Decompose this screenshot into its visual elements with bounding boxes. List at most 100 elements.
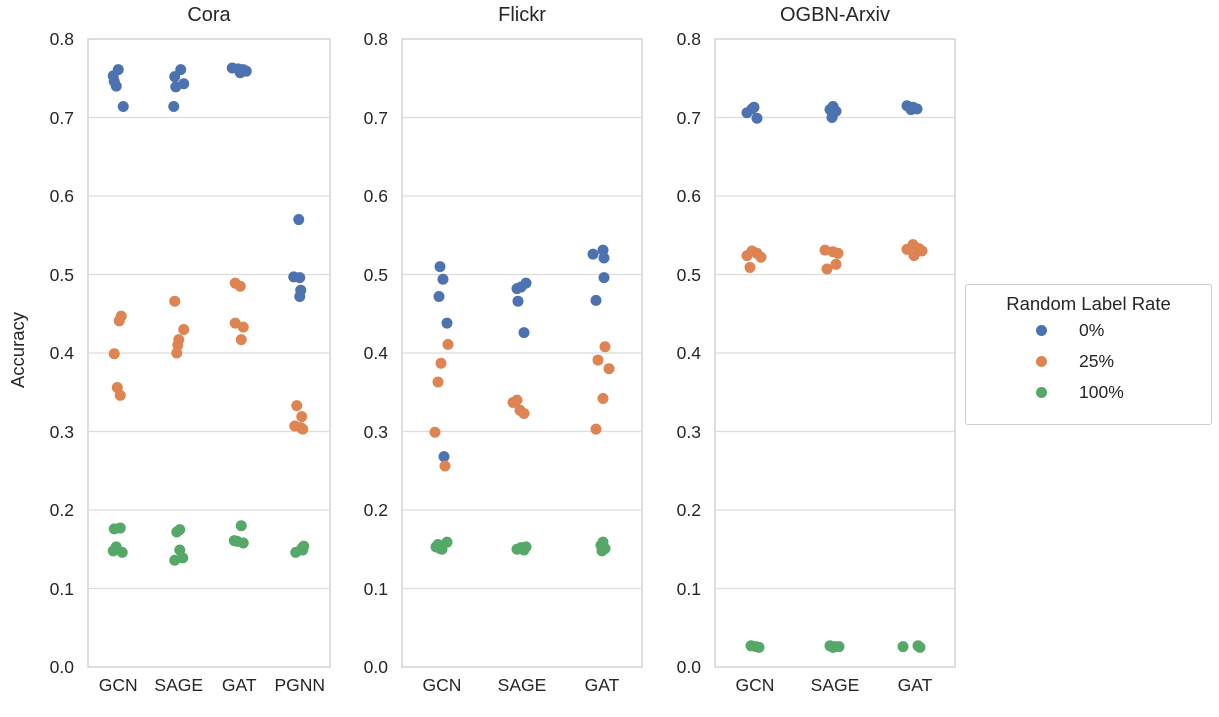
panel-title: Cora [187,4,231,26]
data-point [107,545,119,557]
x-tick-label: SAGE [810,675,860,695]
data-point [437,273,449,285]
y-tick-label: 0.7 [676,107,701,128]
data-point [596,545,608,557]
legend-marker-icon [1036,325,1047,336]
data-point [905,104,917,116]
y-tick-label: 0.0 [49,657,74,677]
data-point [432,376,444,388]
y-tick-label: 0.2 [676,500,701,520]
data-point [434,261,446,273]
data-point [518,544,530,556]
data-point [832,247,844,259]
x-tick-label: SAGE [154,675,204,695]
data-point [178,323,190,335]
legend-entry-label: 0% [1079,320,1105,340]
legend: Random Label Rate 0% 25% 100% [965,284,1212,425]
y-tick-label: 0.1 [363,578,388,599]
data-point [830,258,842,270]
legend-entry: 0% [966,315,1211,346]
y-tick-label: 0.2 [363,500,388,520]
data-point [169,554,181,566]
data-point [914,641,926,653]
x-tick-label: PGNN [274,675,326,695]
data-point [429,426,441,438]
data-point [518,327,530,339]
y-tick-label: 0.3 [363,421,388,442]
data-point [293,214,305,226]
y-tick-label: 0.6 [49,186,74,206]
y-tick-label: 0.3 [49,421,74,442]
data-point [741,107,753,119]
data-point [603,363,615,375]
y-tick-label: 0.4 [49,343,74,363]
data-point [587,248,599,260]
y-tick-label: 0.2 [49,500,74,520]
legend-entry-label: 100% [1079,382,1124,402]
data-point [235,520,247,532]
y-tick-label: 0.4 [363,343,388,363]
data-point [511,283,523,295]
x-tick-label: GAT [221,675,257,695]
data-point [117,101,129,113]
data-point [821,263,833,275]
data-point [291,400,303,412]
data-point [234,280,246,292]
y-tick-label: 0.8 [49,29,74,49]
data-point [590,294,602,306]
legend-marker-icon [1036,356,1047,367]
data-point [512,295,524,307]
data-point [170,81,182,93]
data-point [753,641,765,653]
data-point [108,348,120,360]
data-point [744,261,756,273]
data-point [908,250,920,262]
data-point [237,537,249,549]
y-tick-label: 0.0 [676,657,701,677]
data-point [290,546,302,558]
data-point [827,641,839,653]
y-tick-label: 0.5 [49,264,74,285]
y-tick-label: 0.6 [363,186,388,206]
data-point [598,252,610,264]
data-point [171,347,183,359]
data-point [171,526,183,538]
x-tick-label: GAT [897,675,933,695]
data-point [826,112,838,123]
data-point [294,272,306,284]
panel-title: Flickr [498,4,546,26]
y-tick-label: 0.8 [363,29,388,49]
data-point [435,357,447,369]
y-tick-label: 0.3 [676,421,701,442]
x-tick-label: SAGE [497,675,547,695]
data-point [113,315,125,327]
data-point [599,341,611,353]
data-point [916,245,928,257]
data-point [237,321,249,333]
data-point [751,112,763,124]
data-point [169,71,181,83]
legend-title: Random Label Rate [1006,293,1171,314]
data-point [116,546,128,558]
data-point [436,543,448,555]
data-point [439,460,451,472]
data-point [755,251,767,263]
y-tick-label: 0.1 [49,578,74,599]
y-tick-label: 0.4 [676,343,701,363]
data-point [433,290,445,302]
data-point [597,393,609,405]
data-point [110,80,122,92]
data-point [108,523,120,535]
data-point [169,295,181,307]
y-tick-label: 0.1 [676,578,701,599]
panel-title: OGBN-Arxiv [780,4,890,26]
data-point [296,411,308,423]
data-point [294,290,306,302]
y-tick-label: 0.8 [676,29,701,49]
y-tick-label: 0.0 [363,657,388,677]
legend-entry: 25% [966,346,1211,377]
data-point [297,423,309,435]
data-point [897,641,909,653]
